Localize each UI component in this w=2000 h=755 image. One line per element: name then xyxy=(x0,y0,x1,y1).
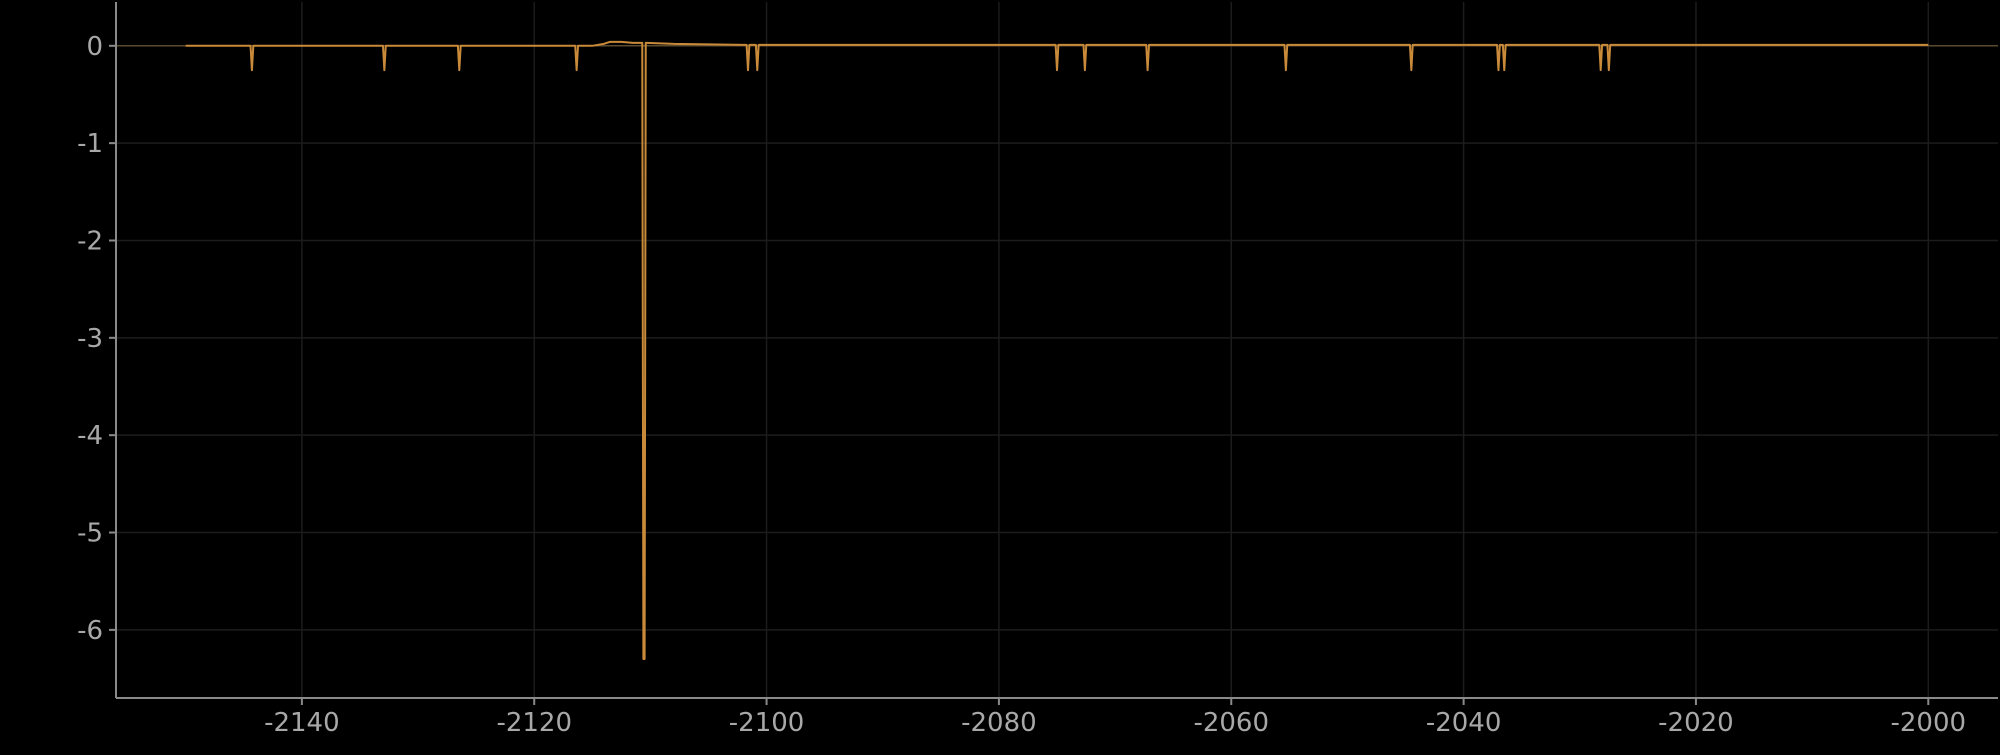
y-tick-label: -6 xyxy=(77,616,103,646)
x-tick-label: -2000 xyxy=(1891,708,1967,738)
x-tick-label: -2120 xyxy=(496,708,572,738)
x-tick-label: -2100 xyxy=(729,708,805,738)
x-tick-label: -2040 xyxy=(1426,708,1502,738)
y-tick-label: -2 xyxy=(77,226,103,256)
series-line xyxy=(185,40,1929,661)
x-tick-label: -2080 xyxy=(961,708,1037,738)
y-tick-label: -1 xyxy=(77,129,103,159)
tick-label-layer: -2140 -2120 -2100 -2080 -2060 -2040 -2020 -2000… xyxy=(77,32,1966,738)
y-tick-label: -3 xyxy=(77,324,103,354)
grid-layer xyxy=(116,2,1998,698)
x-tick-label: -2140 xyxy=(264,708,340,738)
x-tick-label: -2060 xyxy=(1193,708,1269,738)
axis-layer xyxy=(109,2,1998,705)
series-layer xyxy=(185,40,1929,661)
y-tick-label: 0 xyxy=(86,32,103,62)
y-tick-label: -5 xyxy=(77,519,103,549)
x-tick-label: -2020 xyxy=(1658,708,1734,738)
y-tick-label: -4 xyxy=(77,421,103,451)
